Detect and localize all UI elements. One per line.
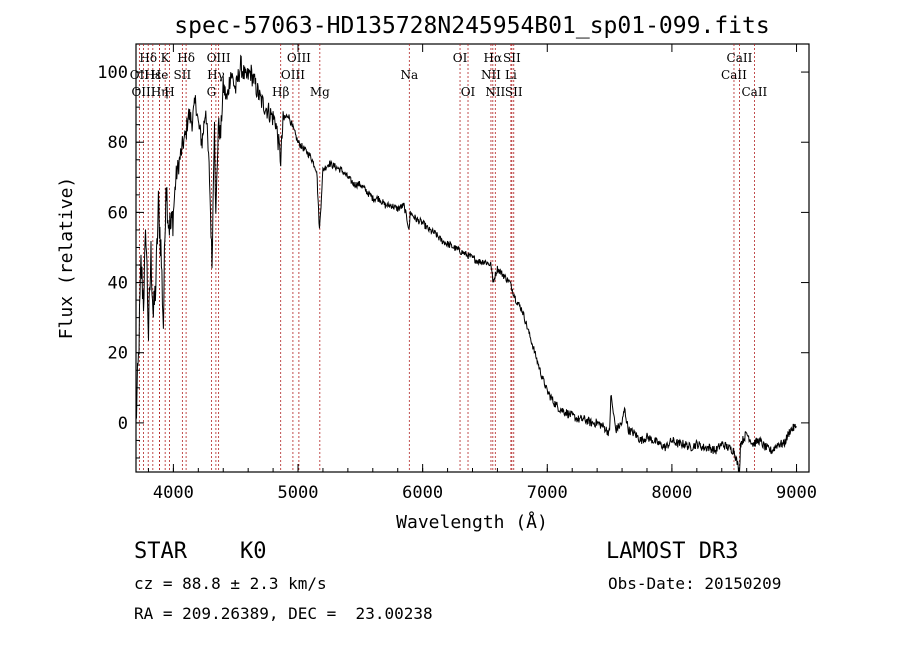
- line-marker-label: OIII: [131, 85, 155, 99]
- plot-frame: [135, 43, 810, 473]
- line-marker-label: H: [164, 85, 174, 99]
- line-marker-label: Li: [505, 68, 517, 82]
- line-marker-label: Hβ: [272, 85, 289, 99]
- line-marker-label: G: [207, 85, 217, 99]
- line-marker-label: NII: [485, 85, 505, 99]
- line-marker-label: SII: [503, 51, 521, 65]
- y-tick-label: 80: [108, 133, 128, 153]
- x-tick-label: 9000: [776, 483, 817, 503]
- line-marker-label: Hε: [144, 68, 161, 82]
- line-marker-label: SII: [174, 68, 192, 82]
- line-marker-label: OII: [130, 68, 150, 82]
- y-tick-label: 100: [97, 63, 128, 83]
- line-marker-label: OIII: [281, 68, 305, 82]
- redshift-value: cz = 88.8 ± 2.3 km/s: [134, 574, 327, 593]
- object-subclass: K0: [240, 539, 267, 564]
- line-marker-label: OI: [461, 85, 476, 99]
- line-marker-label: CaII: [721, 68, 747, 82]
- y-tick-label: 0: [118, 414, 128, 434]
- line-marker-label: SII: [505, 85, 523, 99]
- line-marker-label: Hδ: [139, 51, 157, 65]
- line-marker-label: CaII: [727, 51, 753, 65]
- y-axis-ticks: 0 20 40 60 80 100: [97, 63, 809, 459]
- x-tick-label: 4000: [153, 483, 194, 503]
- y-axis-label: Flux (relative): [56, 177, 77, 340]
- spectrum-chart: spec-57063-HD135728N245954B01_sp01-099.f…: [56, 13, 817, 533]
- obs-date: Obs-Date: 20150209: [608, 574, 782, 593]
- line-marker-label: NII: [481, 68, 501, 82]
- x-axis-label: Wavelength (Å): [396, 511, 548, 533]
- x-tick-label: 7000: [527, 483, 568, 503]
- x-tick-label: 6000: [402, 483, 443, 503]
- line-marker-label: OIII: [207, 51, 231, 65]
- coordinates: RA = 209.26389, DEC = 23.00238: [134, 604, 433, 623]
- line-marker-label: OIII: [287, 51, 311, 65]
- line-marker-label: Hα: [484, 51, 503, 65]
- line-marker-label: CaII: [741, 85, 767, 99]
- object-class: STAR: [134, 539, 187, 564]
- x-tick-label: 5000: [278, 483, 319, 503]
- line-marker-label: OI: [453, 51, 468, 65]
- line-markers: [138, 44, 755, 472]
- line-marker-label: He: [151, 68, 169, 82]
- survey-name: LAMOST DR3: [606, 539, 739, 564]
- line-marker-label: Na: [400, 68, 418, 82]
- x-tick-label: 8000: [651, 483, 692, 503]
- line-marker-label: Hδ: [177, 51, 195, 65]
- chart-title: spec-57063-HD135728N245954B01_sp01-099.f…: [174, 13, 769, 39]
- line-marker-label: Hγ: [207, 68, 225, 82]
- line-marker-label: K: [161, 51, 171, 65]
- y-tick-label: 40: [108, 274, 128, 294]
- line-marker-label: Hη: [151, 85, 169, 99]
- y-tick-label: 20: [108, 344, 128, 364]
- y-tick-label: 60: [108, 203, 128, 223]
- x-axis-ticks: 4000 5000 6000 7000 8000 9000: [147, 44, 817, 503]
- line-marker-label: Mg: [310, 85, 330, 99]
- spectrum-series-line: [135, 54, 797, 473]
